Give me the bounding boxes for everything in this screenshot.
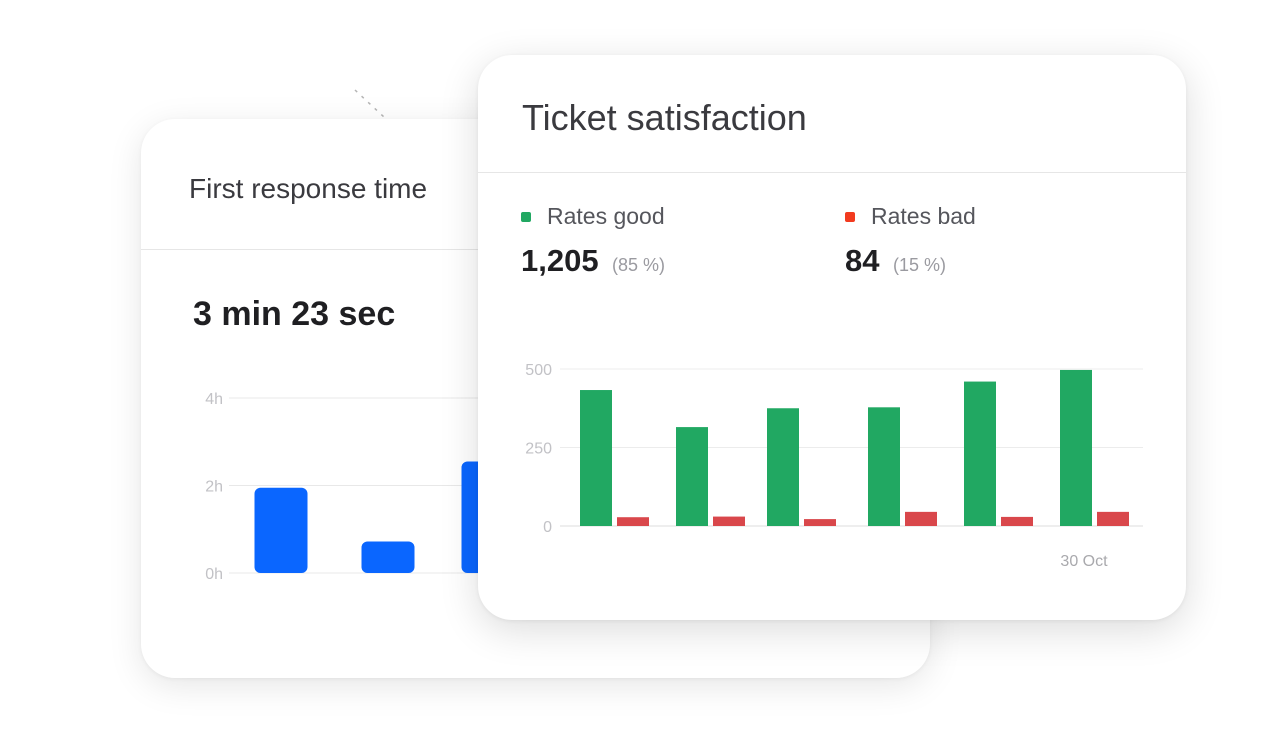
y-tick-label: 0h	[205, 566, 223, 583]
bar-rates-good	[580, 390, 612, 526]
y-tick-label: 0	[543, 519, 552, 536]
first-response-time-value: 3 min 23 sec	[193, 295, 396, 333]
legend-bad-swatch	[845, 212, 855, 222]
rates-good-count: 1,205	[521, 243, 599, 278]
ticket-satisfaction-title: Ticket satisfaction	[522, 97, 807, 138]
ticket-satisfaction-chart: 0 250 500 30 Oct	[525, 362, 1143, 570]
y-tick-label: 2h	[205, 479, 223, 496]
bar	[361, 541, 415, 573]
bar-rates-good	[868, 407, 900, 526]
rates-good-percent: (85 %)	[612, 255, 666, 275]
y-tick-label: 250	[525, 441, 552, 458]
bar-rates-bad	[713, 516, 745, 526]
bar-rates-bad	[617, 517, 649, 526]
rates-bad-count: 84	[845, 243, 880, 278]
y-tick-label: 500	[525, 362, 552, 379]
bar-rates-bad	[905, 511, 937, 526]
ticket-satisfaction-card: Ticket satisfaction Rates good 1,205 (85…	[478, 55, 1186, 620]
header-divider	[478, 172, 1186, 173]
bar	[254, 487, 308, 573]
legend-good-swatch	[521, 212, 531, 222]
x-tick-label: 30 Oct	[1060, 553, 1108, 570]
legend-bad-label: Rates bad	[871, 203, 976, 229]
bar-rates-bad	[1097, 511, 1129, 526]
bar-rates-good	[1060, 369, 1092, 526]
bar-rates-bad	[1001, 516, 1033, 526]
y-tick-label: 4h	[205, 391, 223, 408]
decorative-dashes	[354, 89, 386, 119]
bar-rates-good	[964, 381, 996, 526]
legend-good-label: Rates good	[547, 203, 665, 229]
first-response-time-title: First response time	[189, 173, 428, 204]
bar-rates-bad	[804, 519, 836, 526]
bar-rates-good	[676, 427, 708, 526]
bar-rates-good	[767, 408, 799, 526]
rates-bad-percent: (15 %)	[893, 255, 947, 275]
